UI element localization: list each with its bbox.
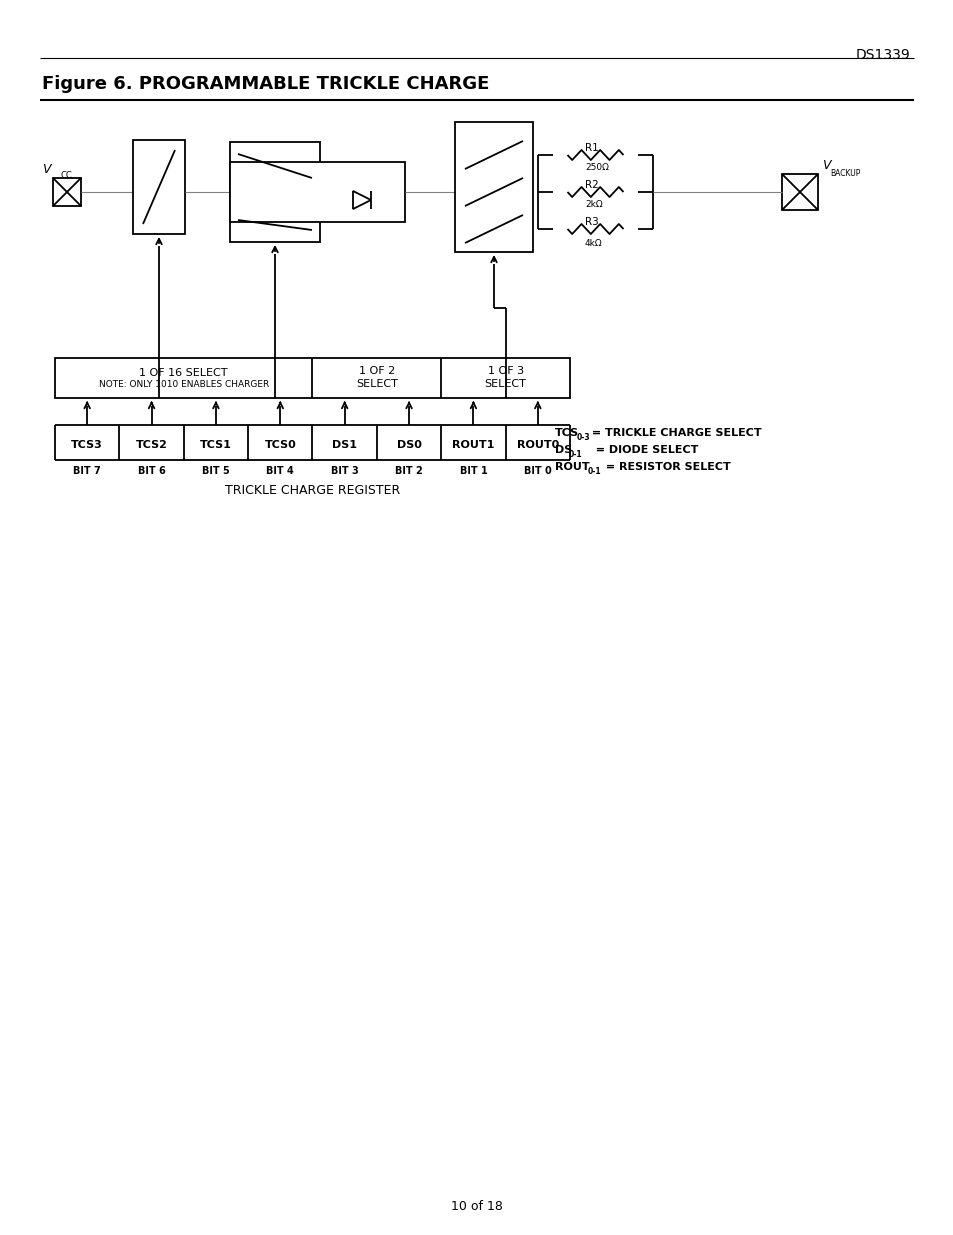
Bar xyxy=(230,162,405,222)
Text: TCS0: TCS0 xyxy=(264,441,295,451)
Text: DS1339: DS1339 xyxy=(854,48,909,62)
Text: CC: CC xyxy=(61,170,72,180)
Text: BIT 0: BIT 0 xyxy=(523,466,551,475)
Text: TCS1: TCS1 xyxy=(200,441,232,451)
Bar xyxy=(455,122,533,252)
Text: V: V xyxy=(821,159,830,172)
Text: ROUT: ROUT xyxy=(555,462,589,472)
Text: ROUT0: ROUT0 xyxy=(517,441,558,451)
Text: BIT 2: BIT 2 xyxy=(395,466,422,475)
Text: 0-1: 0-1 xyxy=(568,450,582,459)
Text: BIT 5: BIT 5 xyxy=(202,466,230,475)
Text: DS: DS xyxy=(555,445,572,454)
Text: BIT 7: BIT 7 xyxy=(73,466,101,475)
Text: TRICKLE CHARGE REGISTER: TRICKLE CHARGE REGISTER xyxy=(225,484,399,496)
Text: TCS3: TCS3 xyxy=(71,441,103,451)
Bar xyxy=(781,174,817,210)
Text: 10 of 18: 10 of 18 xyxy=(451,1200,502,1213)
Text: 1 OF 2: 1 OF 2 xyxy=(358,366,395,375)
Text: 250Ω: 250Ω xyxy=(584,163,608,172)
Text: 1 OF 3: 1 OF 3 xyxy=(487,366,523,375)
Text: BACKUP: BACKUP xyxy=(829,169,860,178)
Text: NOTE: ONLY 1010 ENABLES CHARGER: NOTE: ONLY 1010 ENABLES CHARGER xyxy=(98,380,269,389)
Text: Figure 6. PROGRAMMABLE TRICKLE CHARGE: Figure 6. PROGRAMMABLE TRICKLE CHARGE xyxy=(42,75,489,93)
Bar xyxy=(230,142,319,242)
Text: = DIODE SELECT: = DIODE SELECT xyxy=(587,445,698,454)
Text: BIT 6: BIT 6 xyxy=(137,466,165,475)
Text: 0-1: 0-1 xyxy=(587,467,601,475)
Text: R3: R3 xyxy=(584,217,598,227)
Text: 4kΩ: 4kΩ xyxy=(584,240,602,248)
Text: BIT 1: BIT 1 xyxy=(459,466,487,475)
Text: SELECT: SELECT xyxy=(484,379,526,389)
Text: = RESISTOR SELECT: = RESISTOR SELECT xyxy=(601,462,730,472)
Text: DS1: DS1 xyxy=(332,441,356,451)
Text: BIT 4: BIT 4 xyxy=(266,466,294,475)
Text: TCS2: TCS2 xyxy=(135,441,168,451)
Text: BIT 3: BIT 3 xyxy=(331,466,358,475)
Text: R1: R1 xyxy=(584,143,598,153)
Text: V: V xyxy=(43,163,51,177)
Text: DS0: DS0 xyxy=(396,441,421,451)
Bar xyxy=(132,140,185,233)
Text: ROUT1: ROUT1 xyxy=(452,441,494,451)
Text: 0-3: 0-3 xyxy=(577,433,590,442)
Bar xyxy=(55,358,569,398)
Text: SELECT: SELECT xyxy=(355,379,397,389)
Text: TCS: TCS xyxy=(555,429,578,438)
Text: = TRICKLE CHARGE SELECT: = TRICKLE CHARGE SELECT xyxy=(587,429,760,438)
Text: 2kΩ: 2kΩ xyxy=(584,200,602,209)
Text: R2: R2 xyxy=(584,180,598,190)
Text: 1 OF 16 SELECT: 1 OF 16 SELECT xyxy=(139,368,228,378)
Bar xyxy=(53,178,81,206)
